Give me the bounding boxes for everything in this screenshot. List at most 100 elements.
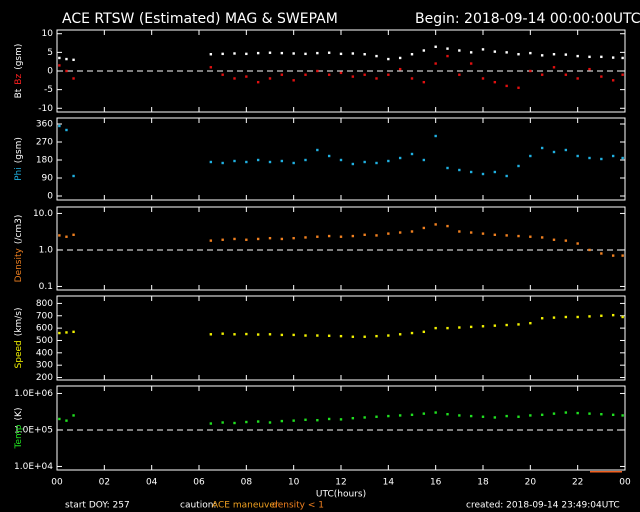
data-point	[256, 333, 260, 336]
data-point	[469, 231, 473, 234]
data-point	[458, 230, 461, 233]
data-point	[304, 158, 307, 162]
data-point	[245, 75, 248, 78]
data-point	[268, 77, 272, 80]
data-point	[552, 66, 556, 69]
data-point	[327, 234, 331, 238]
y-tick-label: 500	[36, 336, 53, 346]
x-tick-label: 04	[146, 478, 158, 488]
data-point	[339, 158, 343, 162]
data-point	[387, 232, 390, 235]
data-point	[375, 54, 378, 58]
data-point	[611, 56, 615, 59]
data-point	[588, 156, 591, 160]
data-point	[292, 52, 295, 55]
x-tick-label: 02	[99, 478, 110, 488]
data-point	[221, 161, 224, 165]
data-point	[588, 67, 591, 71]
data-point	[552, 150, 556, 154]
data-point	[552, 316, 556, 319]
data-point	[600, 157, 603, 161]
data-point	[481, 48, 485, 51]
y-tick-label: 700	[36, 311, 53, 321]
data-point	[327, 334, 331, 337]
y-axis-label: Temp (K)	[14, 408, 24, 450]
data-point	[481, 172, 485, 176]
x-tick-label: 20	[525, 478, 537, 488]
data-point	[375, 334, 378, 338]
data-point	[611, 79, 615, 82]
data-point	[422, 226, 426, 230]
data-point	[576, 54, 579, 58]
y-label-part: (gsm)	[14, 44, 24, 70]
data-point	[363, 335, 366, 338]
data-point	[493, 324, 497, 327]
data-point	[209, 53, 213, 56]
data-point	[469, 170, 473, 174]
data-point	[611, 254, 615, 257]
data-point	[316, 51, 319, 55]
data-point	[387, 73, 390, 76]
data-point	[600, 75, 603, 78]
y-tick-label: -5	[44, 85, 53, 95]
data-point	[517, 53, 520, 56]
data-point	[65, 331, 68, 334]
data-point	[398, 231, 402, 234]
data-point	[65, 235, 68, 238]
data-point	[327, 51, 331, 54]
data-point	[517, 234, 520, 238]
y-label-part: Temp	[14, 424, 24, 449]
data-point	[576, 242, 579, 245]
data-point	[493, 170, 497, 174]
data-point	[292, 236, 295, 240]
data-point	[375, 161, 378, 165]
y-tick-label: -10	[38, 104, 53, 114]
data-point	[410, 152, 414, 156]
data-point	[65, 128, 68, 132]
data-point	[398, 67, 402, 71]
data-point	[339, 235, 343, 238]
data-point	[280, 73, 284, 76]
y-tick-label: 400	[36, 348, 53, 358]
data-point	[469, 51, 473, 54]
y-tick-label: 0	[47, 192, 53, 202]
data-point	[434, 223, 437, 226]
data-point	[316, 334, 319, 337]
y-axis-label: Phi (gsm)	[14, 137, 24, 181]
data-point	[493, 416, 497, 419]
data-point	[517, 415, 520, 418]
data-point	[256, 51, 260, 55]
data-point	[72, 414, 75, 417]
data-point	[529, 51, 532, 55]
data-point	[588, 412, 591, 415]
x-tick-label: 00	[619, 478, 631, 488]
data-point	[72, 77, 75, 80]
data-point	[256, 80, 260, 84]
panel-frame	[56, 385, 626, 471]
density-note: density < 1	[272, 501, 324, 511]
data-point	[351, 416, 355, 420]
data-point	[621, 156, 624, 160]
data-point	[481, 232, 485, 235]
data-point	[481, 415, 485, 418]
data-point	[304, 73, 307, 76]
data-point	[304, 52, 307, 56]
data-point	[72, 233, 75, 236]
data-point	[529, 321, 532, 325]
data-point	[611, 313, 615, 317]
data-point	[233, 77, 236, 80]
data-point	[540, 73, 544, 76]
data-point	[434, 45, 437, 48]
data-point	[621, 414, 624, 417]
data-point	[621, 73, 624, 76]
data-point	[280, 237, 284, 241]
data-point	[576, 154, 579, 158]
data-point	[351, 75, 355, 78]
data-point	[58, 124, 61, 128]
data-point	[292, 161, 295, 165]
data-point	[268, 333, 272, 336]
y-tick-label: 0	[47, 67, 53, 77]
data-point	[600, 252, 603, 255]
y-tick-label: 1.0	[39, 245, 54, 255]
